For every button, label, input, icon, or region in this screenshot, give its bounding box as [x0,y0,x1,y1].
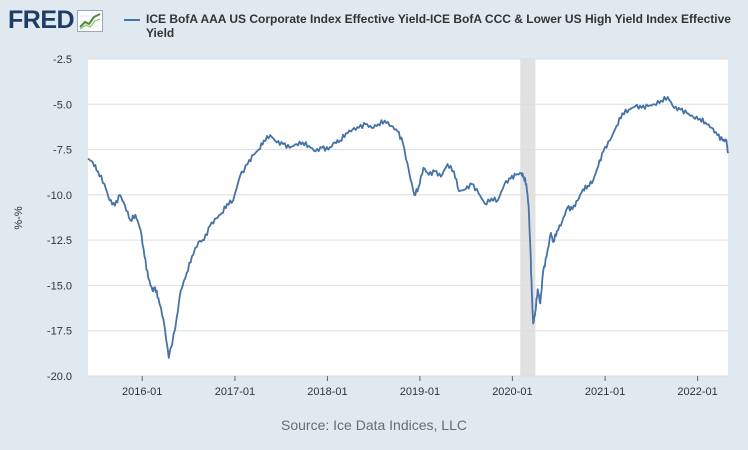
recession-shading [520,59,536,376]
gridlines [88,58,728,377]
y-tick-label: -17.5 [47,326,72,338]
x-tick-label: 2017-01 [215,386,255,398]
x-tick-label: 2020-01 [492,386,532,398]
y-axis-label: %-% [13,206,25,229]
legend-swatch [124,19,140,21]
legend-series-label: ICE BofA AAA US Corporate Index Effectiv… [146,12,731,40]
x-tick-label: 2019-01 [400,386,440,398]
logo-text: FRED [8,6,75,34]
x-axis-ticks: 2016-01 2017-01 2018-01 2019-01 2020-01 2021-… [122,376,718,398]
y-tick-label: -15.0 [47,280,72,292]
y-tick-label: -20.0 [47,371,72,383]
chart-header: FRED ICE BofA AAA US Corporate Index Eff… [0,0,748,56]
chart-legend: ICE BofA AAA US Corporate Index Effectiv… [124,12,734,40]
y-tick-label: -7.5 [53,145,72,157]
x-tick-label: 2016-01 [122,386,162,398]
y-axis-ticks: -2.5 -5.0 -7.5 -10.0 -12.5 -15.0 -17.5 -20.0 [47,54,72,383]
recession-shading-layer [520,59,536,376]
series-line [87,95,729,359]
series-layer [87,95,729,359]
plot-area [88,59,728,376]
x-tick-label: 2022-01 [677,386,717,398]
fred-logo[interactable]: FRED [8,6,104,34]
x-tick-label: 2018-01 [307,386,347,398]
x-tick-label: 2021-01 [585,386,625,398]
y-tick-label: -12.5 [47,235,72,247]
chart-line-icon [77,9,104,32]
y-tick-label: -2.5 [53,54,72,66]
y-tick-label: -5.0 [53,99,72,111]
source-note: Source: Ice Data Indices, LLC [281,417,467,433]
y-tick-label: -10.0 [47,190,72,202]
